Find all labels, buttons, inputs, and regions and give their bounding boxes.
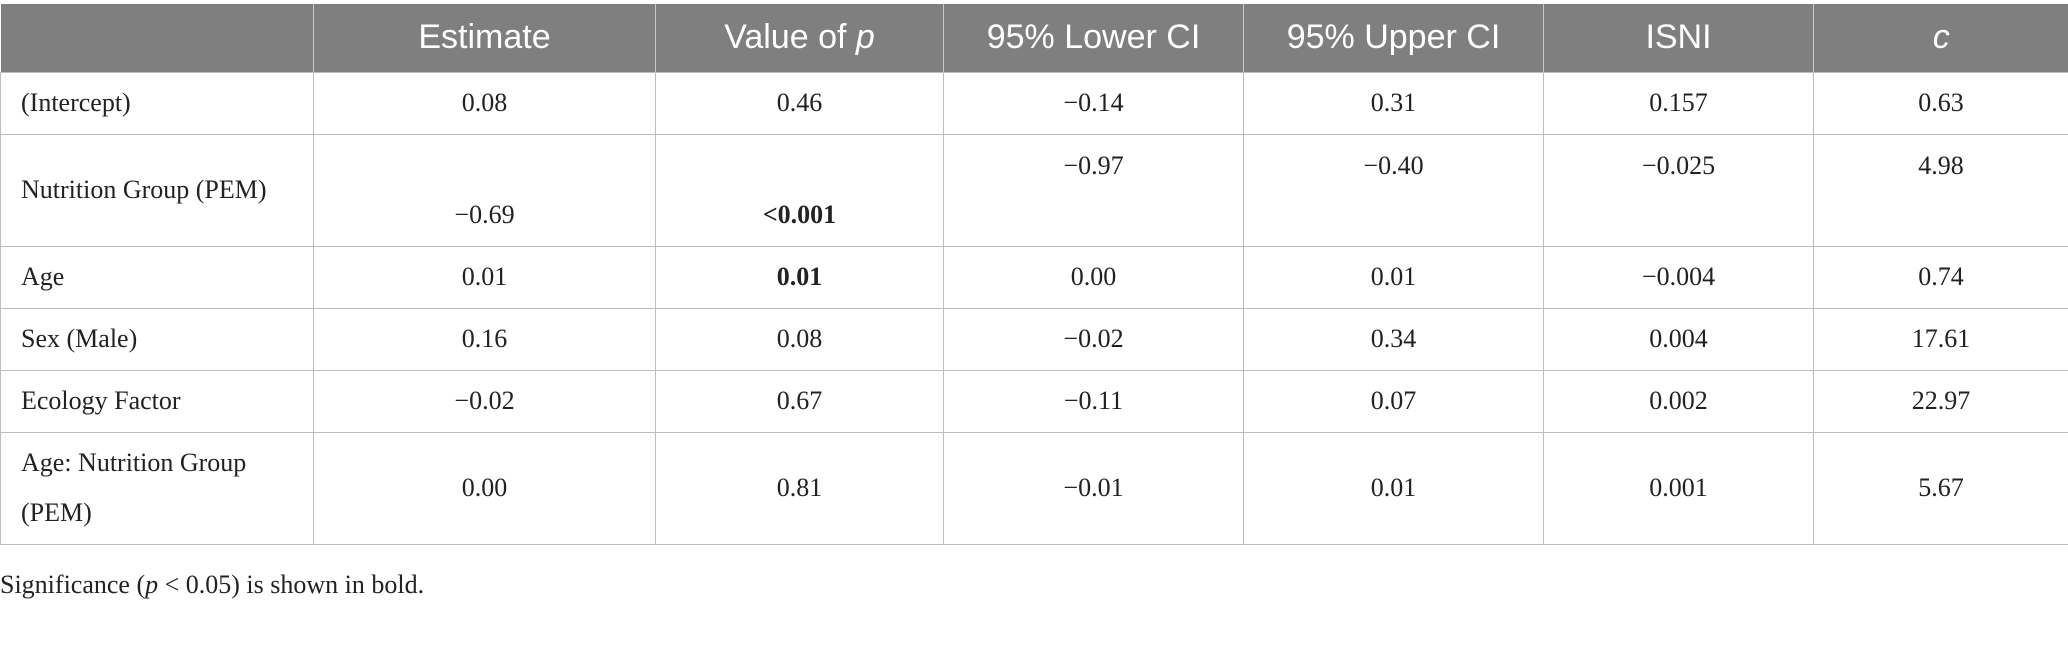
- row-label: Nutrition Group (PEM): [0, 133, 314, 247]
- cell-upper-ci: −0.40: [1243, 133, 1544, 247]
- table-row: Sex (Male) 0.16 0.08 −0.02 0.34 0.004 17…: [0, 307, 2068, 371]
- cell-estimate: −0.02: [313, 369, 656, 433]
- cell-upper-ci: 0.07: [1243, 369, 1544, 433]
- cell-c: 0.74: [1813, 245, 2068, 309]
- footnote-p-symbol: p: [145, 570, 159, 599]
- row-label: Sex (Male): [0, 307, 314, 371]
- cell-p-value: 0.01: [655, 245, 944, 309]
- cell-p-value: 0.81: [655, 431, 944, 545]
- cell-lower-ci: 0.00: [943, 245, 1244, 309]
- cell-lower-ci: −0.14: [943, 71, 1244, 135]
- cell-lower-ci: −0.01: [943, 431, 1244, 545]
- footnote-suffix: < 0.05) is shown in bold.: [158, 570, 425, 599]
- cell-p-value: 0.46: [655, 71, 944, 135]
- table-header: Estimate Value of p 95% Lower CI 95% Upp…: [0, 4, 2068, 72]
- header-p-value: Value of p: [655, 4, 944, 72]
- cell-estimate: 0.16: [313, 307, 656, 371]
- header-isni: ISNI: [1543, 4, 1814, 72]
- cell-estimate: 0.08: [313, 71, 656, 135]
- cell-isni: −0.004: [1543, 245, 1814, 309]
- footnote-prefix: Significance (: [0, 570, 146, 599]
- cell-isni: 0.001: [1543, 431, 1814, 545]
- cell-estimate: −0.69: [313, 133, 656, 247]
- header-p-symbol: p: [855, 18, 875, 57]
- table-row: (Intercept) 0.08 0.46 −0.14 0.31 0.157 0…: [0, 71, 2068, 135]
- results-table: Estimate Value of p 95% Lower CI 95% Upp…: [0, 4, 2068, 545]
- cell-c: 5.67: [1813, 431, 2068, 545]
- cell-upper-ci: 0.01: [1243, 431, 1544, 545]
- table-row: Age: Nutrition Group (PEM) 0.00 0.81 −0.…: [0, 431, 2068, 545]
- header-lower-ci: 95% Lower CI: [943, 4, 1244, 72]
- cell-isni: 0.157: [1543, 71, 1814, 135]
- table-row: Age 0.01 0.01 0.00 0.01 −0.004 0.74: [0, 245, 2068, 309]
- table-footnote: Significance (p < 0.05) is shown in bold…: [0, 570, 424, 600]
- table-body: (Intercept) 0.08 0.46 −0.14 0.31 0.157 0…: [0, 71, 2068, 545]
- header-c: c: [1813, 4, 2068, 72]
- cell-lower-ci: −0.11: [943, 369, 1244, 433]
- cell-c: 17.61: [1813, 307, 2068, 371]
- header-p-value-text: Value of: [724, 18, 856, 57]
- cell-p-value: 0.67: [655, 369, 944, 433]
- table-row: Ecology Factor −0.02 0.67 −0.11 0.07 0.0…: [0, 369, 2068, 433]
- cell-c: 4.98: [1813, 133, 2068, 247]
- row-label: Age: Nutrition Group (PEM): [0, 431, 314, 545]
- cell-estimate: 0.00: [313, 431, 656, 545]
- header-estimate: Estimate: [313, 4, 656, 72]
- cell-upper-ci: 0.01: [1243, 245, 1544, 309]
- cell-isni: 0.004: [1543, 307, 1814, 371]
- cell-lower-ci: −0.02: [943, 307, 1244, 371]
- cell-isni: 0.002: [1543, 369, 1814, 433]
- cell-lower-ci: −0.97: [943, 133, 1244, 247]
- row-label: Age: [0, 245, 314, 309]
- cell-upper-ci: 0.31: [1243, 71, 1544, 135]
- cell-c: 22.97: [1813, 369, 2068, 433]
- header-term: [0, 4, 314, 72]
- header-c-symbol: c: [1932, 18, 1950, 57]
- table-row: Nutrition Group (PEM) −0.69 <0.001 −0.97…: [0, 133, 2068, 247]
- row-label: Ecology Factor: [0, 369, 314, 433]
- header-row: Estimate Value of p 95% Lower CI 95% Upp…: [0, 4, 2068, 72]
- cell-isni: −0.025: [1543, 133, 1814, 247]
- cell-p-value: 0.08: [655, 307, 944, 371]
- cell-c: 0.63: [1813, 71, 2068, 135]
- row-label: (Intercept): [0, 71, 314, 135]
- cell-estimate: 0.01: [313, 245, 656, 309]
- header-upper-ci: 95% Upper CI: [1243, 4, 1544, 72]
- cell-upper-ci: 0.34: [1243, 307, 1544, 371]
- cell-p-value: <0.001: [655, 133, 944, 247]
